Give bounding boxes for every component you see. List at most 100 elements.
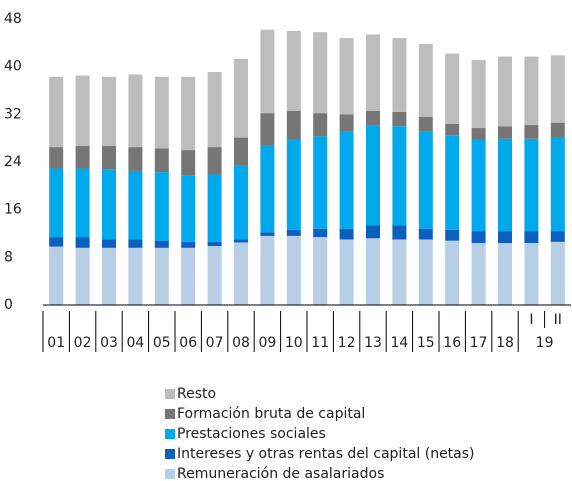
y-tick-label: 8 bbox=[4, 249, 13, 265]
bar-segment bbox=[524, 243, 539, 305]
x-tick-label: 03 bbox=[100, 335, 118, 351]
bar-segment bbox=[102, 76, 116, 146]
bar-segment bbox=[102, 247, 116, 305]
bar-segment bbox=[286, 235, 301, 305]
bar-segment bbox=[392, 126, 407, 226]
x-tick-label: 05 bbox=[153, 335, 171, 351]
bar-segment bbox=[418, 228, 433, 240]
x-tick-label: II bbox=[554, 312, 562, 328]
x-tick-label: I bbox=[529, 312, 533, 328]
bar-segment bbox=[260, 29, 275, 114]
bar-segment bbox=[49, 76, 64, 148]
bar-segment bbox=[75, 75, 90, 146]
x-tick-label: 09 bbox=[258, 335, 276, 351]
bar-segment bbox=[207, 246, 222, 305]
bar-segment bbox=[524, 138, 539, 232]
bar-segment bbox=[498, 126, 512, 139]
y-tick-label: 24 bbox=[4, 154, 22, 170]
bar-segment bbox=[392, 111, 407, 127]
x-tick-label: 10 bbox=[285, 335, 303, 351]
bar-segment bbox=[550, 231, 565, 242]
bar-segment bbox=[418, 44, 433, 117]
bar-segment bbox=[550, 122, 565, 138]
bar-segment bbox=[471, 243, 486, 305]
y-tick-label: 16 bbox=[4, 202, 22, 218]
bar-segment bbox=[392, 239, 407, 305]
bar-segment bbox=[339, 114, 354, 132]
bar-segment bbox=[128, 247, 143, 305]
bar-segment bbox=[181, 150, 196, 176]
bar-segment bbox=[154, 240, 169, 248]
bar-segment bbox=[366, 225, 380, 239]
bar-segment bbox=[339, 228, 354, 240]
bar-segment bbox=[49, 147, 64, 169]
bar-segment bbox=[313, 228, 328, 238]
bar-segment bbox=[471, 231, 486, 244]
bar-segment bbox=[207, 72, 222, 148]
bar-segment bbox=[339, 239, 354, 305]
bar-segment bbox=[366, 238, 380, 305]
bar-segment bbox=[286, 139, 301, 230]
bar-segment bbox=[49, 168, 64, 238]
bar-segment bbox=[75, 145, 90, 169]
bar-segment bbox=[445, 123, 460, 136]
bar-segment bbox=[313, 237, 328, 305]
bar-segment bbox=[471, 139, 486, 232]
bar-segment bbox=[234, 239, 248, 243]
legend-label: Formación bruta de capital bbox=[177, 406, 365, 422]
bar-segment bbox=[154, 148, 169, 173]
bar-segment bbox=[49, 237, 64, 247]
bar-segment bbox=[445, 135, 460, 230]
bar-segment bbox=[498, 56, 512, 127]
bar-segment bbox=[392, 38, 407, 112]
legend-swatch bbox=[165, 389, 175, 399]
bar-segment bbox=[260, 232, 275, 236]
bar-segment bbox=[181, 175, 196, 242]
y-tick-label: 32 bbox=[4, 106, 22, 122]
bar-segment bbox=[339, 131, 354, 229]
bar-segment bbox=[128, 239, 143, 248]
bar-segment bbox=[524, 125, 539, 139]
legend-swatch bbox=[165, 429, 175, 439]
bar-segment bbox=[154, 76, 169, 149]
x-tick-label: 17 bbox=[470, 335, 488, 351]
bar-segment bbox=[471, 60, 486, 129]
bar-segment bbox=[366, 110, 380, 126]
bar-segment bbox=[339, 38, 354, 115]
x-tick-label: 12 bbox=[338, 335, 356, 351]
x-tick-label: 07 bbox=[206, 335, 224, 351]
x-tick-label: 08 bbox=[232, 335, 250, 351]
bar-segment bbox=[392, 225, 407, 240]
bar-segment bbox=[286, 30, 301, 111]
bar-segment bbox=[524, 231, 539, 244]
bar-segment bbox=[498, 138, 512, 232]
bar-segment bbox=[260, 235, 275, 305]
legend-swatch bbox=[165, 409, 175, 419]
bar-segment bbox=[418, 131, 433, 229]
bar-segment bbox=[128, 170, 143, 240]
bar-segment bbox=[102, 239, 116, 248]
bar-segment bbox=[550, 241, 565, 305]
x-tick-label: 15 bbox=[417, 335, 435, 351]
x-tick-label: 04 bbox=[126, 335, 144, 351]
bar-segment bbox=[181, 76, 196, 151]
legend-swatch bbox=[165, 469, 175, 479]
bar-segment bbox=[154, 247, 169, 305]
x-tick-label: 11 bbox=[311, 335, 329, 351]
legend-swatch bbox=[165, 449, 175, 459]
bar-segment bbox=[207, 174, 222, 242]
x-tick-label: 02 bbox=[74, 335, 92, 351]
bar-segment bbox=[313, 113, 328, 137]
legend-label: Intereses y otras rentas del capital (ne… bbox=[177, 446, 475, 462]
bar-segment bbox=[260, 145, 275, 233]
bar-segment bbox=[234, 58, 248, 138]
bar-segment bbox=[313, 32, 328, 114]
bar-segment bbox=[128, 74, 143, 148]
bar-segment bbox=[445, 240, 460, 305]
bar-segment bbox=[366, 34, 380, 111]
bar-segment bbox=[207, 147, 222, 175]
bar-segment bbox=[286, 110, 301, 140]
x-tick-label: 01 bbox=[47, 335, 65, 351]
bar-segment bbox=[49, 246, 64, 305]
bar-segment bbox=[313, 136, 328, 229]
